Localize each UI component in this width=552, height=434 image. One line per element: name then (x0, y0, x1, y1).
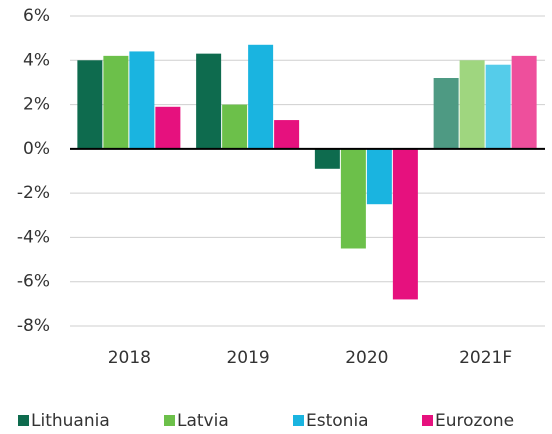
x-tick-label: 2018 (108, 348, 151, 368)
bar (459, 60, 485, 149)
bar (366, 148, 392, 205)
legend-swatch (18, 415, 29, 426)
legend-label: Estonia (306, 411, 369, 431)
bar (340, 148, 366, 249)
y-tick-label: -8% (17, 316, 50, 336)
bar (314, 148, 340, 169)
legend-swatch (422, 415, 433, 426)
x-tick-label: 2020 (345, 348, 388, 368)
bar (77, 60, 103, 149)
bar (392, 148, 418, 300)
bar (511, 55, 537, 149)
legend-label: Eurozone (435, 411, 514, 431)
x-tick-label: 2019 (226, 348, 269, 368)
bar (248, 44, 274, 149)
legend-swatch (164, 415, 175, 426)
bar (485, 64, 511, 149)
bar (433, 78, 459, 149)
y-tick-label: -4% (17, 227, 50, 247)
bar (103, 55, 129, 149)
legend-label: Latvia (177, 411, 229, 431)
y-tick-label: 2% (23, 95, 50, 115)
bar (129, 51, 155, 149)
bar (196, 53, 222, 149)
legend-label: Lithuania (31, 411, 110, 431)
bar (222, 104, 248, 149)
y-tick-label: -6% (17, 272, 50, 292)
y-tick-label: 6% (23, 6, 50, 26)
x-tick-label: 2021F (459, 348, 512, 368)
bar (155, 106, 181, 149)
y-tick-label: 4% (23, 50, 50, 70)
y-tick-label: 0% (23, 139, 50, 159)
legend-swatch (293, 415, 304, 426)
bar (274, 120, 300, 149)
y-tick-label: -2% (17, 183, 50, 203)
